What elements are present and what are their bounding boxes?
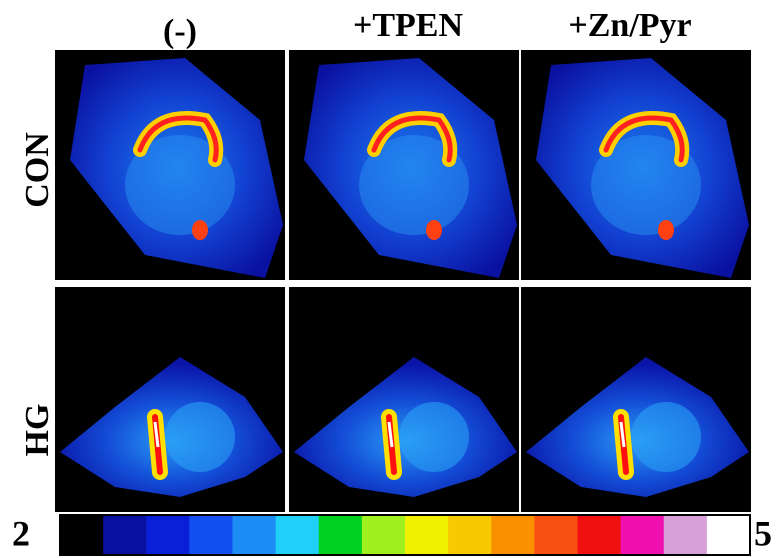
colorbar-swatch [663, 515, 708, 555]
image-panel [289, 50, 519, 280]
colorbar-frame [59, 514, 751, 556]
colorbar-swatch [103, 515, 147, 555]
colorbar-swatch [232, 515, 277, 555]
row-label: HG [19, 404, 56, 457]
colorbar-swatch [577, 515, 622, 555]
colorbar-swatch [189, 515, 233, 555]
image-panel [521, 287, 751, 512]
column-header: (-) [163, 13, 197, 50]
colorbar-swatch [448, 515, 492, 555]
image-panel [55, 287, 285, 512]
colorbar-swatch [491, 515, 535, 555]
colorbar [60, 515, 751, 555]
colorbar-swatch [361, 515, 406, 555]
colorbar-swatch [405, 515, 449, 555]
colorbar-swatch [60, 515, 104, 555]
colorbar-swatch [706, 515, 751, 555]
colorbar-swatch [318, 515, 363, 555]
colorbar-swatch [620, 515, 665, 555]
image-panel [55, 50, 285, 280]
scale-max: 5 [754, 513, 772, 553]
column-header: +TPEN [353, 7, 463, 44]
colorbar-swatch [275, 515, 320, 555]
colorbar-swatch [146, 515, 190, 555]
row-label: CON [19, 132, 56, 208]
colorbar-swatch [534, 515, 578, 555]
image-panel [289, 287, 519, 512]
scale-min: 2 [12, 513, 30, 553]
column-header: +Zn/Pyr [568, 7, 691, 44]
image-panel [521, 50, 751, 280]
